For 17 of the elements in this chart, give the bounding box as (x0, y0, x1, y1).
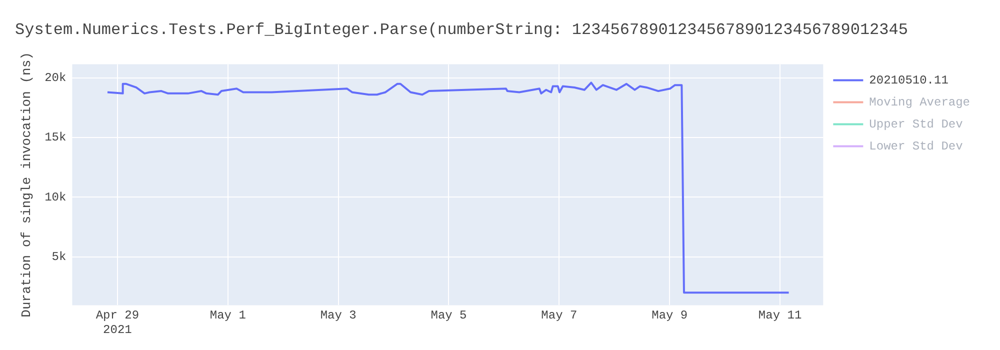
x-tick-label: Apr 29 2021 (96, 308, 140, 337)
legend-label: 20210510.11 (869, 73, 948, 88)
x-tick-label: May 3 (320, 308, 356, 323)
chart-title: System.Numerics.Tests.Perf_BigInteger.Parse(numberString: 12345678901234567890123456789012345 (15, 20, 908, 39)
x-tick-label: May 7 (541, 308, 578, 323)
y-axis-title: Duration of single invocation (ns) (19, 52, 34, 318)
y-tick-label: 20k (44, 71, 66, 86)
legend-label: Lower Std Dev (869, 139, 963, 154)
x-tick-label: May 9 (652, 308, 688, 323)
y-tick-label: 15k (44, 130, 66, 145)
legend-label: Moving Average (869, 95, 970, 110)
legend-label: Upper Std Dev (869, 117, 963, 132)
y-tick-label: 5k (52, 250, 66, 264)
x-tick-label: May 5 (430, 308, 467, 323)
x-tick-label: May 1 (210, 308, 246, 323)
x-tick-label: May 11 (758, 308, 802, 323)
y-tick-label: 10k (44, 190, 66, 204)
